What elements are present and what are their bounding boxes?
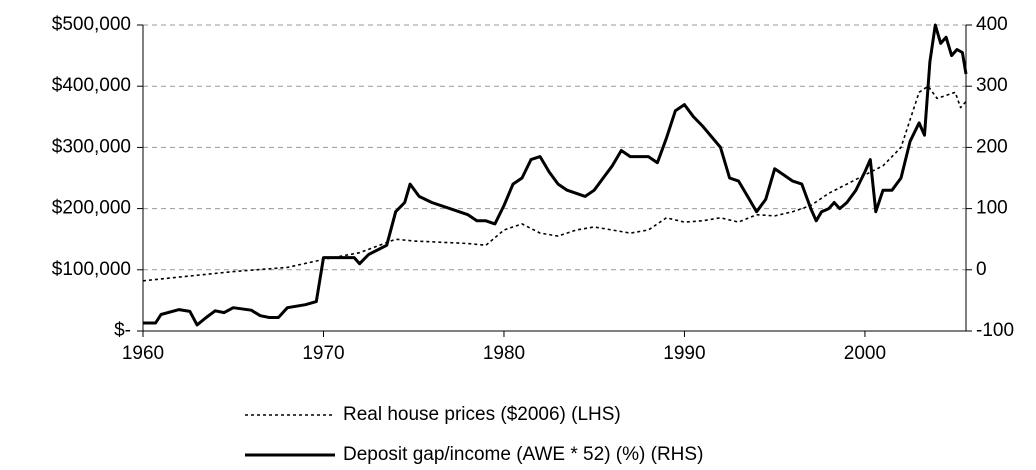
y-tick-label: $300,000 (52, 136, 131, 157)
y2-tick-label: 400 (976, 14, 1008, 35)
legend-label: Real house prices ($2006) (LHS) (343, 404, 621, 425)
y-tick-label: $200,000 (52, 198, 131, 219)
y2-tick-label: 200 (976, 136, 1008, 157)
y2-tick-label: 100 (976, 198, 1008, 219)
y-tick-label: $500,000 (52, 14, 131, 35)
x-tick-label: 2000 (844, 343, 886, 364)
y-tick-label: $100,000 (52, 259, 131, 280)
y2-tick-label: 0 (976, 259, 987, 280)
y-tick-label: $- (114, 320, 131, 341)
y2-tick-label: 300 (976, 75, 1008, 96)
legend-label: Deposit gap/income (AWE * 52) (%) (RHS) (343, 444, 703, 465)
y-tick-label: $400,000 (52, 75, 131, 96)
x-tick-label: 1960 (122, 343, 164, 364)
series-line (143, 23, 968, 327)
x-tick-label: 1980 (483, 343, 525, 364)
x-tick-label: 1990 (663, 343, 705, 364)
series-line (142, 85, 967, 282)
x-tick-label: 1970 (302, 343, 344, 364)
y2-tick-label: -100 (976, 320, 1014, 341)
